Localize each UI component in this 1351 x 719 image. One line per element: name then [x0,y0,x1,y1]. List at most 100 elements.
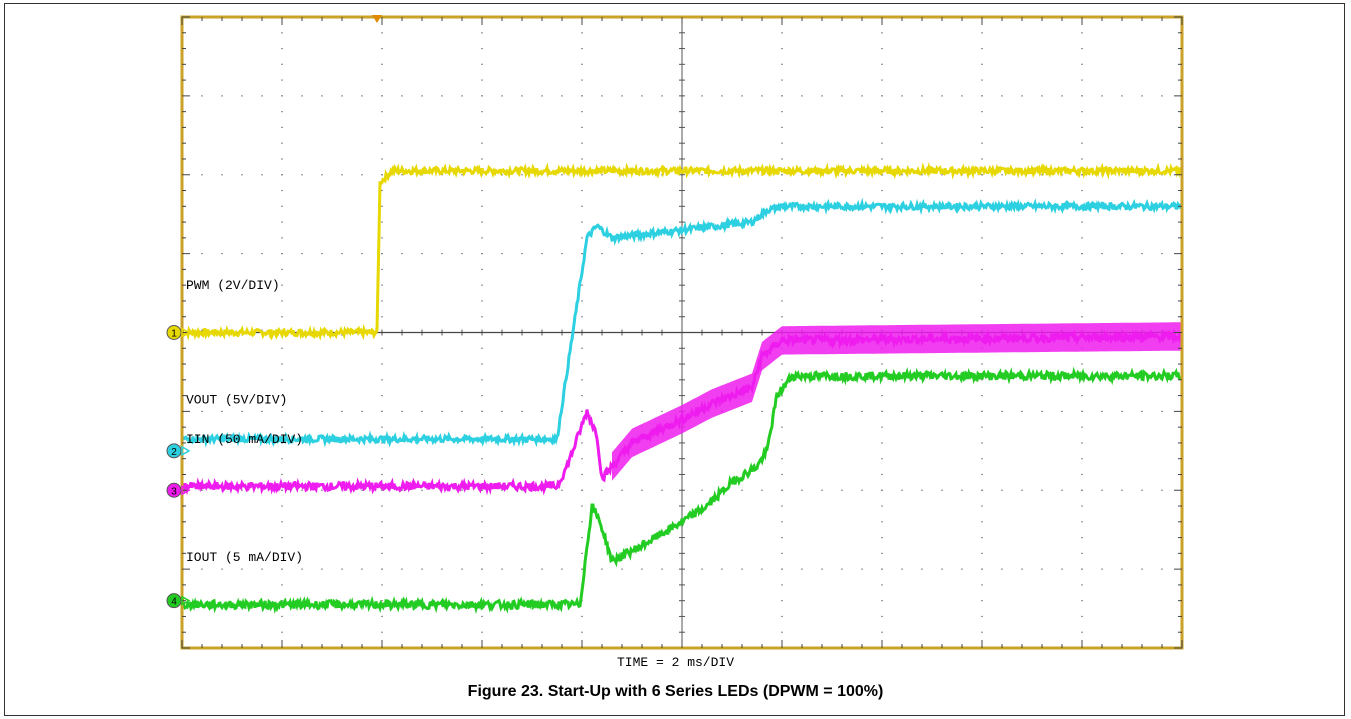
grid-dot [581,347,583,349]
grid-dot [881,158,883,160]
channel-number-4: 4 [171,597,177,608]
grid-dot [881,631,883,633]
grid-dot [561,174,563,176]
grid-dot [981,79,983,81]
grid-dot [1081,458,1083,460]
grid-dot [1081,536,1083,539]
grid-dot [761,253,763,255]
grid-dot [1081,268,1083,270]
grid-dot [881,95,883,97]
grid-dot [581,568,583,570]
grid-dot [241,489,243,491]
grid-dot [861,568,863,570]
grid-dot [321,253,323,255]
grid-dot [521,568,523,570]
grid-dot [781,237,783,239]
grid-dot [341,410,343,412]
grid-dot [621,568,623,570]
grid-dot [281,189,283,192]
grid-dot [321,410,323,412]
grid-dot [761,95,763,97]
grid-dot [881,79,883,81]
grid-dot [341,95,343,97]
grid-dot [1041,489,1043,491]
grid-dot [921,174,923,176]
grid-dot [981,363,983,365]
grid-dot [881,552,883,554]
grid-dot [461,253,463,255]
grid-dot [1121,95,1123,97]
grid-dot [881,300,883,302]
grid-dot [381,126,383,129]
grid-dot [981,536,983,539]
grid-dot [281,284,283,286]
grid-dot [421,489,423,491]
grid-dot [961,489,963,491]
grid-dot [381,631,383,633]
grid-dot [821,489,823,491]
grid-dot [361,253,363,255]
grid-dot [841,253,843,255]
grid-dot [481,631,483,633]
grid-dot [361,95,363,97]
grid-dot [481,237,483,239]
grid-dot [641,568,643,570]
grid-dot [781,505,783,507]
grid-dot [781,268,783,270]
grid-dot [381,63,383,65]
grid-dot [841,489,843,491]
grid-dot [461,174,463,176]
channel-marker-2 [166,443,182,459]
grid-dot [301,568,303,570]
grid-dot [501,174,503,176]
grid-dot [581,189,583,192]
grid-dot [921,410,923,412]
grid-dot [421,568,423,570]
grid-dot [381,95,383,97]
grid-dot [461,410,463,412]
grid-dot [641,253,643,255]
grid-dot [201,253,203,255]
grid-dot [841,95,843,97]
grid-dot [381,458,383,460]
grid-dot [981,395,983,397]
grid-dot [461,489,463,491]
grid-dot [981,568,983,570]
grid-dot [641,489,643,491]
grid-dot [741,489,743,491]
grid-dot [981,552,983,554]
grid-dot [881,63,883,65]
grid-dot [1141,568,1143,570]
grid-dot [581,126,583,129]
grid-dot [1061,95,1063,97]
trace-3 [180,328,1183,496]
grid-dot [281,268,283,270]
grid-dot [1041,410,1043,412]
grid-dot [301,410,303,412]
grid-dot [981,189,983,192]
grid-dot [1161,95,1163,97]
grid-dot [1101,568,1103,570]
grid-dot [541,568,543,570]
grid-dot [1041,253,1043,255]
grid-dot [1021,410,1023,412]
grid-dot [581,615,583,618]
channel-marker-4 [166,593,182,609]
grid-dot [241,410,243,412]
grid-dot [1001,253,1003,255]
grid-dot [601,410,603,412]
grid-dot [761,410,763,412]
grid-dot [381,79,383,81]
grid-dot [401,410,403,412]
grid-dot [441,568,443,570]
grid-dot [281,47,283,50]
grid-dot [881,458,883,460]
grid-dot [221,174,223,176]
grid-dot [961,410,963,412]
grid-dot [1081,473,1083,476]
grid-dot [1081,395,1083,397]
grid-dot [581,410,583,412]
grid-dot [781,189,783,192]
grid-dot [1161,253,1163,255]
grid-dot [381,473,383,476]
